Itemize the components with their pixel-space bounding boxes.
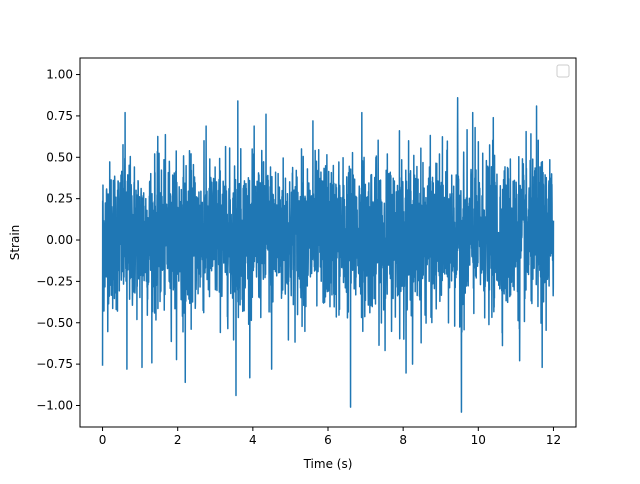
x-tick-label: 6 bbox=[324, 433, 332, 447]
y-axis: −1.00 −0.75 −0.50 −0.25 0.00 0.25 0.50 0.75 1.00 bbox=[36, 68, 80, 412]
series-line bbox=[101, 96, 555, 413]
y-tick-label: −0.50 bbox=[36, 316, 73, 330]
y-tick-label: −1.00 bbox=[36, 398, 73, 412]
y-axis-label: Strain bbox=[8, 225, 22, 261]
y-tick-label: 0.75 bbox=[46, 109, 73, 123]
x-tick-label: 4 bbox=[249, 433, 257, 447]
x-tick-label: 12 bbox=[546, 433, 561, 447]
x-tick-label: 0 bbox=[99, 433, 107, 447]
y-tick-label: −0.75 bbox=[36, 357, 73, 371]
x-tick-label: 8 bbox=[399, 433, 407, 447]
x-axis-label: Time (s) bbox=[303, 457, 353, 471]
y-tick-label: 1.00 bbox=[46, 68, 73, 82]
y-tick-label: 0.25 bbox=[46, 192, 73, 206]
x-axis: 0 2 4 6 8 10 12 bbox=[99, 427, 561, 447]
y-tick-label: 0.50 bbox=[46, 150, 73, 164]
x-tick-label: 10 bbox=[471, 433, 486, 447]
y-tick-label: −0.25 bbox=[36, 274, 73, 288]
legend-frame bbox=[556, 64, 570, 78]
series-layer bbox=[101, 96, 555, 413]
x-tick-label: 2 bbox=[174, 433, 182, 447]
legend bbox=[556, 64, 570, 78]
y-tick-label: 0.00 bbox=[46, 233, 73, 247]
